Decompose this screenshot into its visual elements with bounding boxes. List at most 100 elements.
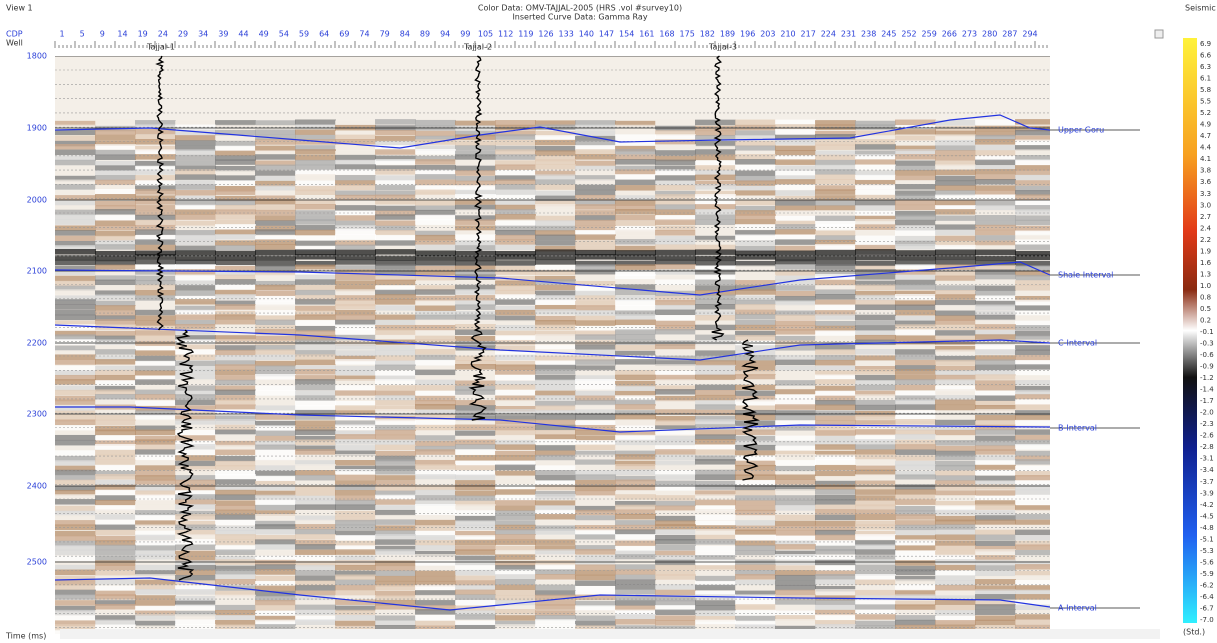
seismic-cell	[735, 219, 776, 225]
seismic-cell	[495, 134, 536, 140]
seismic-cell	[815, 459, 856, 465]
seismic-cell	[815, 484, 856, 490]
colorbar-label: -2.3	[1200, 420, 1214, 428]
seismic-cell	[615, 140, 656, 146]
seismic-cell	[615, 254, 656, 260]
seismic-cell	[655, 334, 696, 340]
cdp-tick: 210	[780, 30, 795, 39]
seismic-cell	[935, 545, 976, 551]
seismic-cell	[95, 244, 136, 250]
seismic-cell	[695, 365, 736, 371]
seismic-cell	[455, 121, 496, 127]
seismic-cell	[655, 244, 696, 250]
seismic-cell	[615, 221, 656, 227]
seismic-cell	[415, 474, 456, 480]
seismic-cell	[95, 209, 136, 215]
seismic-cell	[895, 324, 936, 330]
seismic-cell	[1015, 550, 1056, 556]
seismic-cell	[495, 140, 536, 146]
seismic-cell	[895, 379, 936, 385]
seismic-cell	[415, 595, 456, 601]
seismic-cell	[615, 580, 656, 586]
seismic-cell	[135, 361, 176, 367]
colorbar-label: 1.6	[1200, 259, 1212, 267]
colorbar-label: -3.1	[1200, 455, 1214, 463]
seismic-cell	[975, 520, 1016, 526]
seismic-cell	[935, 530, 976, 536]
seismic-cell	[95, 620, 136, 626]
seismic-cell	[415, 621, 456, 627]
collapse-button[interactable]	[1155, 30, 1163, 38]
seismic-cell	[215, 419, 256, 425]
colorbar-label: -6.2	[1200, 581, 1214, 589]
seismic-cell	[935, 350, 976, 356]
seismic-cell	[255, 624, 296, 630]
seismic-cell	[655, 160, 696, 166]
seismic-cell	[535, 460, 576, 466]
seismic-cell	[55, 565, 96, 571]
seismic-cell	[135, 175, 176, 181]
seismic-cell	[255, 431, 296, 437]
seismic-cell	[255, 500, 296, 506]
seismic-cell	[895, 404, 936, 410]
seismic-cell	[735, 254, 776, 259]
seismic-cell	[975, 594, 1016, 600]
seismic-cell	[975, 579, 1016, 585]
seismic-cell	[935, 195, 976, 201]
seismic-cell	[135, 245, 176, 251]
cdp-tick: 74	[359, 30, 369, 39]
seismic-cell	[495, 190, 536, 196]
cdp-tick: 168	[659, 30, 674, 39]
seismic-cell	[495, 384, 536, 390]
seismic-cell	[215, 456, 256, 462]
cdp-tick: 294	[1022, 30, 1037, 39]
seismic-cell	[95, 265, 136, 271]
seismic-cell	[455, 170, 496, 176]
colorbar-label: 6.6	[1200, 52, 1212, 60]
scrollbar[interactable]	[60, 629, 1160, 639]
seismic-cell	[695, 404, 736, 410]
seismic-cell	[1015, 175, 1056, 181]
seismic-cell	[535, 184, 576, 190]
seismic-cell	[335, 445, 376, 451]
seismic-cell	[375, 379, 416, 385]
seismic-cell	[615, 174, 656, 180]
seismic-cell	[935, 540, 976, 546]
seismic-cell	[575, 581, 616, 587]
seismic-cell	[455, 444, 496, 450]
seismic-cell	[855, 580, 896, 586]
seismic-cell	[175, 605, 216, 611]
seismic-cell	[215, 125, 256, 131]
seismic-cell	[95, 370, 136, 376]
seismic-cell	[695, 285, 736, 291]
seismic-cell	[735, 495, 776, 501]
seismic-cell	[535, 410, 576, 416]
seismic-cell	[215, 390, 256, 396]
seismic-cell	[655, 495, 696, 501]
seismic-cell	[375, 220, 416, 226]
seismic-cell	[775, 251, 816, 256]
seismic-cell	[935, 570, 976, 576]
seismic-cell	[375, 499, 416, 505]
seismic-cell	[335, 615, 376, 621]
seismic-cell	[255, 564, 296, 570]
seismic-cell	[415, 210, 456, 216]
seismic-cell	[735, 374, 776, 380]
seismic-cell	[95, 500, 136, 506]
seismic-cell	[655, 230, 696, 236]
colorbar-label: 0.8	[1200, 293, 1211, 301]
seismic-cell	[935, 200, 976, 206]
seismic-cell	[135, 264, 176, 270]
seismic-cell	[575, 414, 616, 420]
seismic-cell	[255, 450, 296, 456]
seismic-cell	[855, 190, 896, 196]
seismic-cell	[895, 329, 936, 335]
seismic-cell	[655, 379, 696, 385]
seismic-cell	[55, 354, 96, 360]
seismic-cell	[375, 620, 416, 626]
seismic-cell	[775, 224, 816, 230]
cdp-tick: 231	[841, 30, 856, 39]
seismic-cell	[935, 236, 976, 242]
seismic-cell	[695, 459, 736, 465]
seismic-cell	[735, 125, 776, 130]
